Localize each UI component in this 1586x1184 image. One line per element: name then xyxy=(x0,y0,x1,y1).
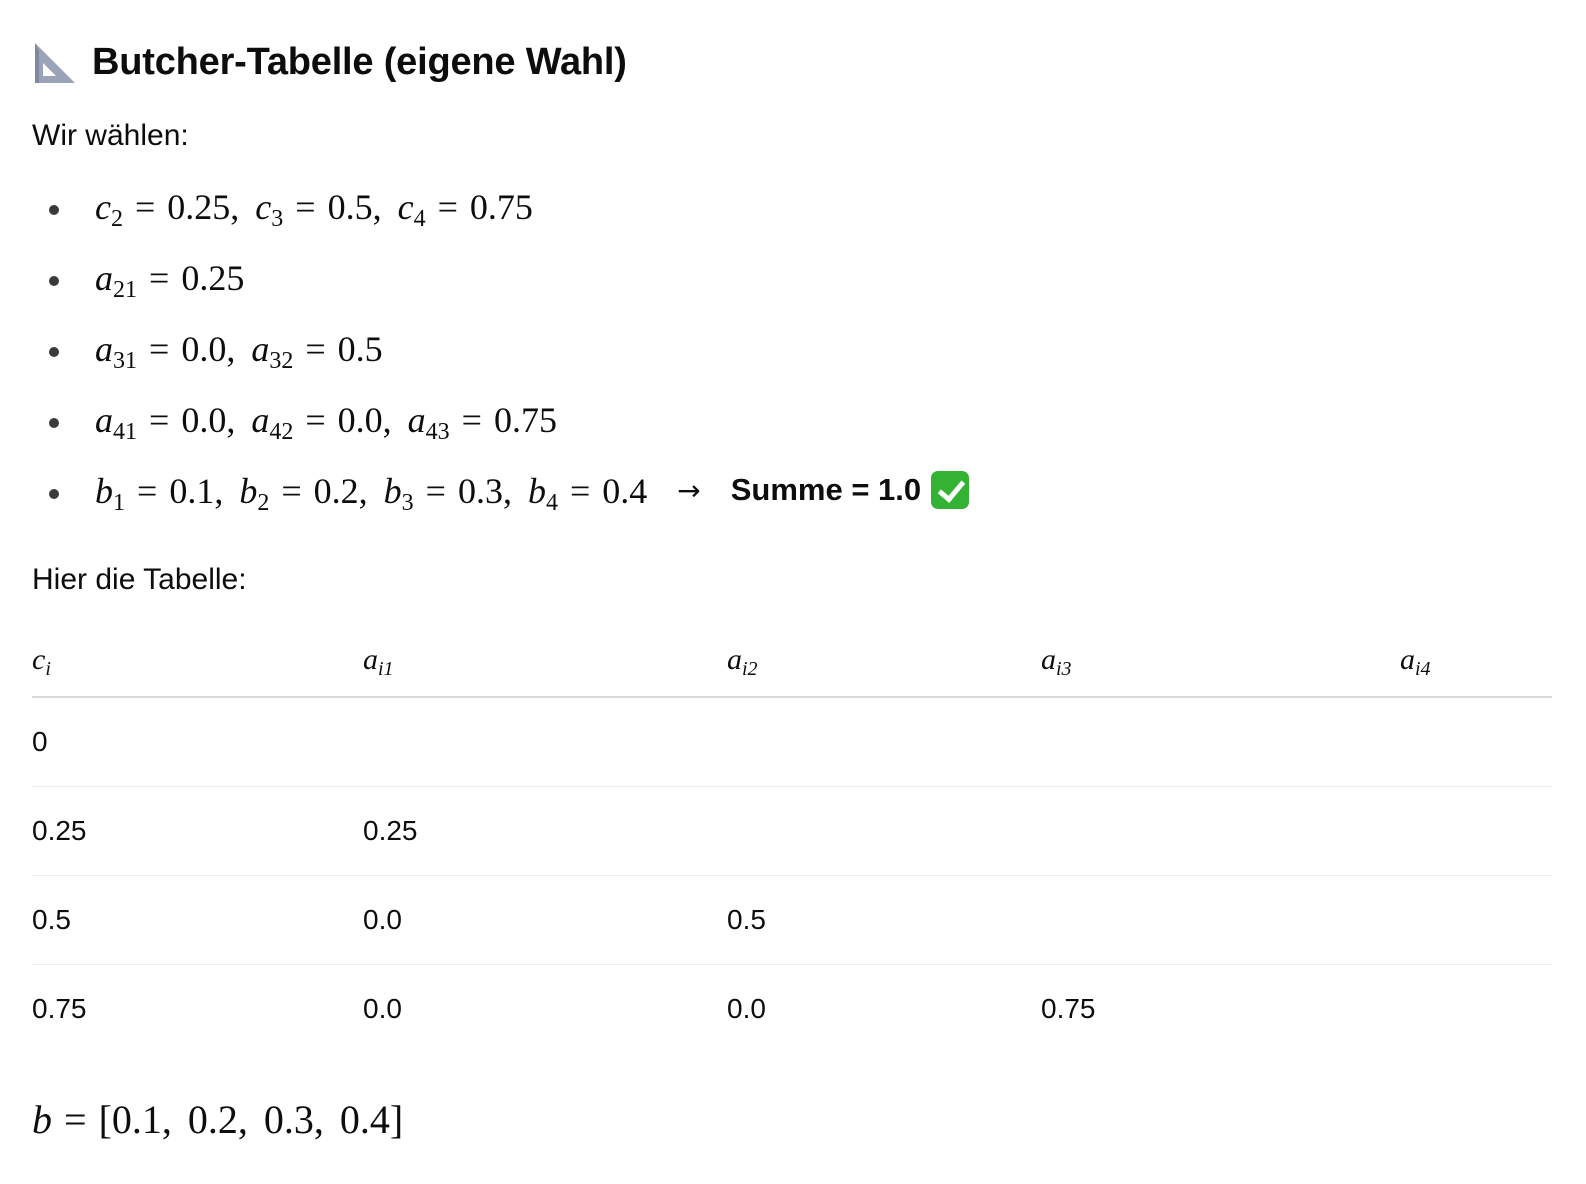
triangular-ruler-icon xyxy=(35,43,75,83)
table-cell xyxy=(1041,875,1400,965)
a42-value: 0.0 xyxy=(337,400,383,440)
table-cell: 0.75 xyxy=(32,993,87,1024)
header-a-i3: ai3 xyxy=(1041,624,1400,698)
b-vector-value-4: 0.4 xyxy=(339,1097,390,1142)
table-row: 0.25 0.25 xyxy=(32,786,1552,876)
a32-value: 0.5 xyxy=(337,329,383,369)
table-cell xyxy=(727,697,1041,787)
b2-value: 0.2 xyxy=(313,471,359,511)
table-cell xyxy=(1400,697,1552,787)
sum-label: Summe = 1.0 xyxy=(730,472,922,507)
bullet-dot xyxy=(49,347,59,357)
c2-value: 0.25 xyxy=(167,187,231,227)
a41-value: 0.0 xyxy=(181,400,227,440)
header-a-i2: ai2 xyxy=(727,624,1041,698)
table-cell xyxy=(1400,786,1552,876)
table-row: 0.75 0.0 0.0 0.75 xyxy=(32,965,1552,1054)
bullet-dot xyxy=(49,489,59,499)
b1-value: 0.1 xyxy=(169,471,215,511)
table-cell xyxy=(1041,697,1400,787)
table-cell: 0.0 xyxy=(727,993,766,1024)
table-cell xyxy=(363,697,727,787)
math-a2-values: a21 = 0.25 xyxy=(95,258,245,303)
check-mark-icon xyxy=(931,471,970,509)
table-cell xyxy=(1041,786,1400,876)
butcher-table: ci ai1 ai2 ai3 ai4 0 0.25 0.25 xyxy=(32,624,1552,1053)
c4-value: 0.75 xyxy=(469,187,533,227)
table-row: 0.5 0.0 0.5 xyxy=(32,875,1552,965)
table-cell: 0.0 xyxy=(363,875,727,965)
a31-value: 0.0 xyxy=(181,329,227,369)
table-cell: 0.0 xyxy=(363,993,402,1024)
table-cell: 0.25 xyxy=(32,786,363,876)
a43-value: 0.75 xyxy=(493,400,557,440)
table-cell: 0.5 xyxy=(727,875,1041,965)
table-cell: 0.75 xyxy=(1041,993,1096,1024)
table-cell: 0 xyxy=(32,697,363,787)
table-cell xyxy=(1400,875,1552,965)
bullet-dot xyxy=(49,205,59,215)
right-arrow-icon: → xyxy=(677,474,701,507)
math-a3-values: a31 = 0.0, a32 = 0.5 xyxy=(95,329,383,374)
table-row: 0 xyxy=(32,697,1552,787)
table-cell: 0.5 xyxy=(32,875,363,965)
b-vector-value-2: 0.2 xyxy=(187,1097,238,1142)
b3-value: 0.3 xyxy=(457,471,503,511)
b-vector-value-3: 0.3 xyxy=(263,1097,314,1142)
b-vector-formula: b = [0.1, 0.2, 0.3, 0.4] xyxy=(32,1097,404,1142)
header-a-i4: ai4 xyxy=(1400,624,1552,698)
table-cell: 0.25 xyxy=(363,786,727,876)
c3-value: 0.5 xyxy=(327,187,373,227)
section-heading: Butcher-Tabelle (eigene Wahl) xyxy=(32,34,627,90)
bullet-dot xyxy=(49,276,59,286)
page-title: Butcher-Tabelle (eigene Wahl) xyxy=(92,40,627,83)
bullet-dot xyxy=(49,418,59,428)
math-c-values: c2 = 0.25, c3 = 0.5, c4 = 0.75 xyxy=(95,187,533,232)
table-intro-text: Hier die Tabelle: xyxy=(32,563,247,596)
header-a-i1: ai1 xyxy=(363,624,727,698)
a21-value: 0.25 xyxy=(181,258,245,298)
b-symbol: b xyxy=(32,1097,52,1142)
b4-value: 0.4 xyxy=(602,471,648,511)
header-c-i: ci xyxy=(32,624,363,698)
math-a4-values: a41 = 0.0, a42 = 0.0, a43 = 0.75 xyxy=(95,400,557,445)
table-cell xyxy=(727,786,1041,876)
b-vector-value-1: 0.1 xyxy=(111,1097,162,1142)
table-cell xyxy=(1400,965,1552,1054)
math-b-values: b1 = 0.1, b2 = 0.2, b3 = 0.3, b4 = 0.4 → Summe = 1.0 xyxy=(95,470,970,515)
table-header-row: ci ai1 ai2 ai3 ai4 xyxy=(32,624,1552,698)
intro-text: Wir wählen: xyxy=(32,119,189,152)
